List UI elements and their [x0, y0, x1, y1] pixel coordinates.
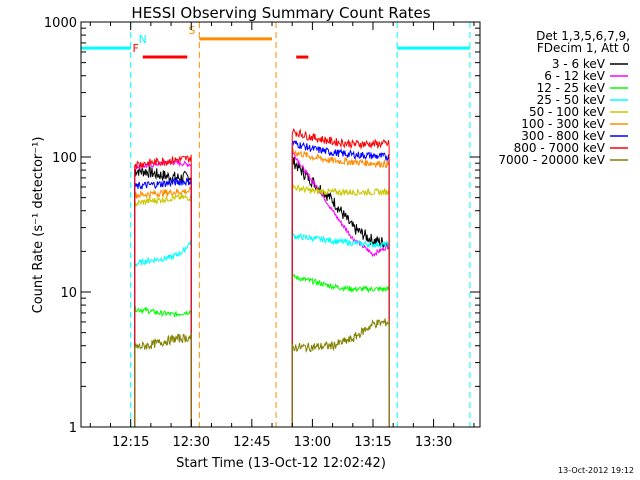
- x-tick-label: 13:30: [415, 435, 452, 450]
- legend-label: 3 - 6 keV: [552, 57, 606, 71]
- series-line: [134, 237, 192, 427]
- series-line: [134, 154, 192, 427]
- legend-label: 100 - 300 keV: [521, 117, 605, 131]
- series-line: [291, 233, 390, 427]
- legend-label: 25 - 50 keV: [537, 93, 606, 107]
- series-line: [134, 193, 192, 427]
- x-tick-label: 12:15: [112, 435, 149, 450]
- series-line: [134, 176, 192, 427]
- series-line: [134, 333, 192, 427]
- series-line: [291, 318, 390, 427]
- series-line: [291, 128, 390, 427]
- legend-label: 7000 - 20000 keV: [498, 153, 605, 167]
- series-line: [134, 159, 192, 427]
- chart-title: HESSI Observing Summary Count Rates: [131, 4, 430, 22]
- legend-label: 800 - 7000 keV: [514, 141, 606, 155]
- legend-label: 300 - 800 keV: [521, 129, 605, 143]
- series-line: [291, 156, 390, 427]
- series-line: [134, 165, 192, 427]
- y-tick-label: 1: [69, 421, 77, 436]
- x-axis-label: Start Time (13-Oct-12 12:02:42): [176, 456, 386, 471]
- legend-label: 50 - 100 keV: [529, 105, 606, 119]
- series-line: [291, 184, 390, 427]
- x-tick-label: 13:00: [294, 435, 331, 450]
- legend-header-line-1: Det 1,3,5,6,7,9,: [536, 29, 630, 43]
- series-line: [134, 186, 192, 427]
- series-line: [291, 150, 390, 427]
- series-line: [291, 140, 390, 427]
- legend-label: 12 - 25 keV: [537, 81, 606, 95]
- y-tick-label: 1000: [44, 16, 77, 31]
- flag-label: N: [139, 33, 147, 46]
- plot-frame: [80, 21, 481, 428]
- x-tick-label: 12:45: [233, 435, 270, 450]
- x-tick-label: 13:15: [354, 435, 391, 450]
- series-line: [291, 148, 390, 427]
- series-line: [291, 273, 390, 427]
- flag-label: S: [188, 24, 195, 37]
- timestamp: 13-Oct-2012 19:12: [558, 466, 634, 475]
- series-line: [134, 306, 192, 427]
- y-tick-label: 100: [52, 151, 77, 166]
- legend-label: 6 - 12 keV: [544, 69, 606, 83]
- y-tick-label: 10: [60, 286, 77, 301]
- y-axis-label: Count Rate (s⁻¹ detector⁻¹): [31, 137, 46, 314]
- x-tick-label: 12:30: [173, 435, 210, 450]
- legend-header-line-2: FDecim 1, Att 0: [537, 41, 630, 55]
- flag-label: F: [132, 42, 138, 55]
